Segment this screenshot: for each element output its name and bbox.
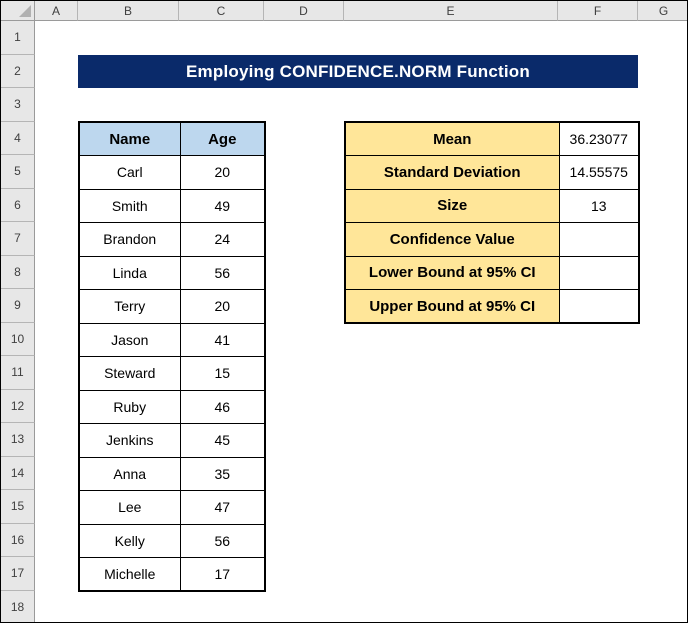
cell-c11-age[interactable]: 15 <box>179 356 266 391</box>
cell-c9-age[interactable]: 20 <box>179 289 266 324</box>
row-header-9[interactable]: 9 <box>1 289 35 323</box>
cell-c10-age[interactable]: 41 <box>179 322 266 357</box>
row-header-15[interactable]: 15 <box>1 490 35 524</box>
cell-c13-age[interactable]: 45 <box>179 423 266 458</box>
cell-f5-stdev-value[interactable]: 14.55575 <box>558 155 640 190</box>
row-header-10[interactable]: 10 <box>1 322 35 356</box>
cell-b10-name[interactable]: Jason <box>78 322 181 357</box>
cell-c5-age[interactable]: 20 <box>179 155 266 190</box>
cell-b8-name[interactable]: Linda <box>78 255 181 290</box>
column-header-c[interactable]: C <box>179 1 264 21</box>
row-header-8[interactable]: 8 <box>1 255 35 289</box>
row-header-6[interactable]: 6 <box>1 188 35 222</box>
table-row: Ruby 46 <box>78 389 266 424</box>
cell-b4-name-header[interactable]: Name <box>78 121 181 156</box>
row-header-13[interactable]: 13 <box>1 423 35 457</box>
row-header-3[interactable]: 3 <box>1 88 35 122</box>
table-row: Smith 49 <box>78 188 266 223</box>
cell-b5-name[interactable]: Carl <box>78 155 181 190</box>
column-header-b[interactable]: B <box>78 1 179 21</box>
row-header-4[interactable]: 4 <box>1 121 35 155</box>
cell-e4-mean-label[interactable]: Mean <box>344 121 560 156</box>
table-row: Upper Bound at 95% CI <box>344 289 640 324</box>
table-row: Mean 36.23077 <box>344 121 640 156</box>
table-row: Jason 41 <box>78 322 266 357</box>
cell-f8-lower-bound-value[interactable] <box>558 255 640 290</box>
cell-b9-name[interactable]: Terry <box>78 289 181 324</box>
cell-b15-name[interactable]: Lee <box>78 490 181 525</box>
table-row: Confidence Value <box>344 222 640 257</box>
select-all-triangle-icon <box>19 5 31 17</box>
title-banner-cell[interactable]: Employing CONFIDENCE.NORM Function <box>78 55 638 88</box>
cell-e8-lower-bound-label[interactable]: Lower Bound at 95% CI <box>344 255 560 290</box>
cell-c17-age[interactable]: 17 <box>179 557 266 592</box>
table-row: Lee 47 <box>78 490 266 525</box>
cell-c16-age[interactable]: 56 <box>179 523 266 558</box>
cell-e6-size-label[interactable]: Size <box>344 188 560 223</box>
cell-f4-mean-value[interactable]: 36.23077 <box>558 121 640 156</box>
cell-e5-stdev-label[interactable]: Standard Deviation <box>344 155 560 190</box>
row-header-17[interactable]: 17 <box>1 557 35 591</box>
cell-c6-age[interactable]: 49 <box>179 188 266 223</box>
row-header-14[interactable]: 14 <box>1 456 35 490</box>
row-header-7[interactable]: 7 <box>1 222 35 256</box>
cell-b13-name[interactable]: Jenkins <box>78 423 181 458</box>
row-header-16[interactable]: 16 <box>1 523 35 557</box>
column-header-d[interactable]: D <box>264 1 344 21</box>
cell-b11-name[interactable]: Steward <box>78 356 181 391</box>
cell-b16-name[interactable]: Kelly <box>78 523 181 558</box>
table-row: Jenkins 45 <box>78 423 266 458</box>
table-row: Standard Deviation 14.55575 <box>344 155 640 190</box>
cell-f6-size-value[interactable]: 13 <box>558 188 640 223</box>
cell-e9-upper-bound-label[interactable]: Upper Bound at 95% CI <box>344 289 560 324</box>
row-header-11[interactable]: 11 <box>1 356 35 390</box>
cell-b7-name[interactable]: Brandon <box>78 222 181 257</box>
select-all-corner[interactable] <box>1 1 35 21</box>
row-header-bar: 1 2 3 4 5 6 7 8 9 10 11 12 13 14 15 16 1… <box>1 21 35 622</box>
column-header-a[interactable]: A <box>35 1 78 21</box>
table-row: Michelle 17 <box>78 557 266 592</box>
cell-e7-confidence-label[interactable]: Confidence Value <box>344 222 560 257</box>
cell-b14-name[interactable]: Anna <box>78 456 181 491</box>
row-header-1[interactable]: 1 <box>1 21 35 55</box>
cell-b12-name[interactable]: Ruby <box>78 389 181 424</box>
table-row: Brandon 24 <box>78 222 266 257</box>
table-row: Size 13 <box>344 188 640 223</box>
cell-f7-confidence-value[interactable] <box>558 222 640 257</box>
cell-c14-age[interactable]: 35 <box>179 456 266 491</box>
table-row: Terry 20 <box>78 289 266 324</box>
stats-table: Mean 36.23077 Standard Deviation 14.5557… <box>344 121 640 324</box>
cell-c8-age[interactable]: 56 <box>179 255 266 290</box>
cell-c12-age[interactable]: 46 <box>179 389 266 424</box>
names-table: Name Age Carl 20 Smith 49 Brandon 24 Lin… <box>78 121 266 592</box>
column-header-g[interactable]: G <box>638 1 687 21</box>
cell-c7-age[interactable]: 24 <box>179 222 266 257</box>
row-header-12[interactable]: 12 <box>1 389 35 423</box>
column-header-f[interactable]: F <box>558 1 638 21</box>
row-header-18[interactable]: 18 <box>1 590 35 622</box>
table-row: Anna 35 <box>78 456 266 491</box>
cell-f9-upper-bound-value[interactable] <box>558 289 640 324</box>
cell-c15-age[interactable]: 47 <box>179 490 266 525</box>
table-row: Carl 20 <box>78 155 266 190</box>
table-row: Kelly 56 <box>78 523 266 558</box>
table-row: Steward 15 <box>78 356 266 391</box>
column-header-e[interactable]: E <box>344 1 558 21</box>
row-header-5[interactable]: 5 <box>1 155 35 189</box>
row-header-2[interactable]: 2 <box>1 54 35 88</box>
cell-c4-age-header[interactable]: Age <box>179 121 266 156</box>
cell-b6-name[interactable]: Smith <box>78 188 181 223</box>
table-row: Linda 56 <box>78 255 266 290</box>
cell-b17-name[interactable]: Michelle <box>78 557 181 592</box>
names-table-header-row: Name Age <box>78 121 266 156</box>
table-row: Lower Bound at 95% CI <box>344 255 640 290</box>
